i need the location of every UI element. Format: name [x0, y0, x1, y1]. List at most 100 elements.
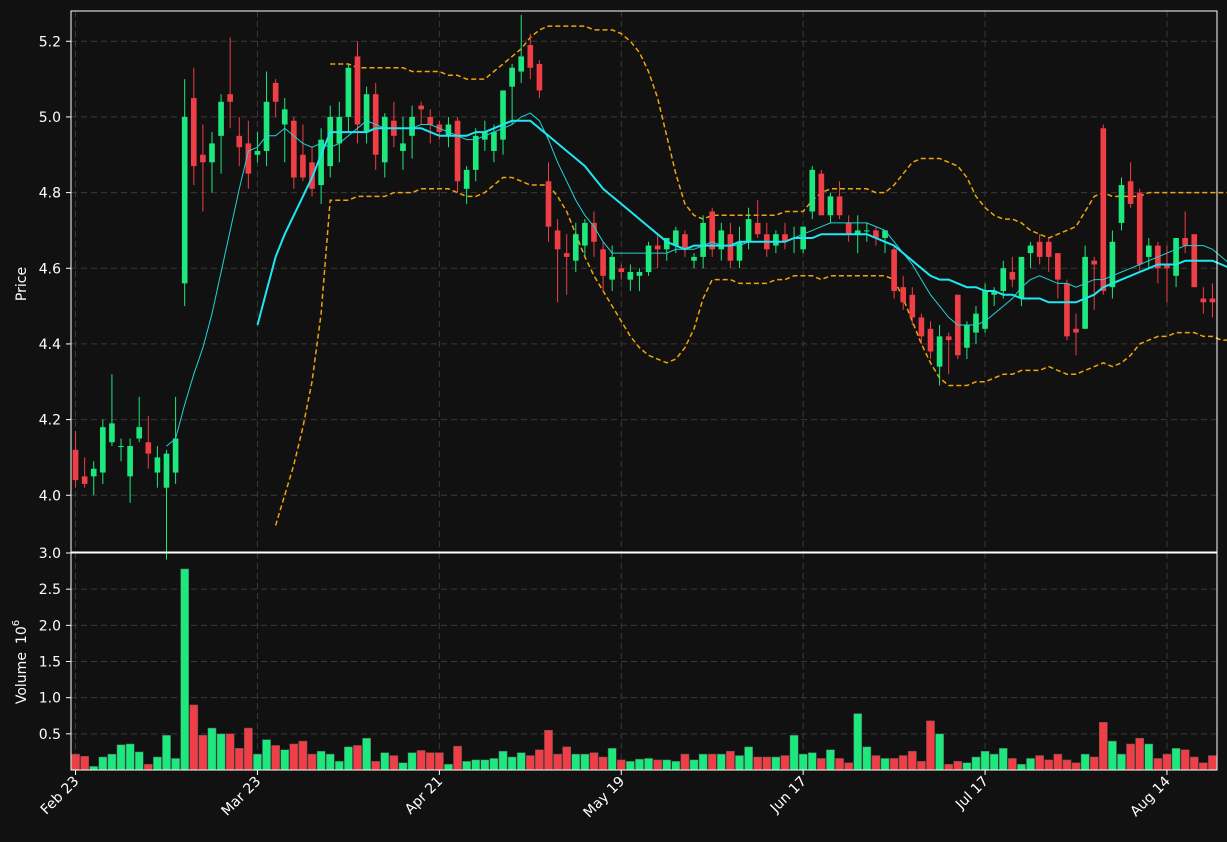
volume-bar — [1080, 753, 1090, 771]
candle-body — [554, 230, 561, 250]
candle-body — [964, 325, 970, 348]
candle-body — [745, 219, 752, 242]
volume-bar — [753, 756, 763, 771]
volume-bar — [1053, 753, 1063, 771]
volume-y-ticks: 0.5 1.0 1.5 2.0 2.5 3.0 — [39, 546, 71, 743]
volume-bar — [662, 759, 672, 771]
volume-bar — [953, 761, 963, 771]
volume-bar — [544, 729, 553, 771]
candle-body — [1000, 268, 1007, 291]
candle-body — [545, 181, 552, 227]
candle-body — [209, 143, 215, 163]
volume-bar — [262, 739, 271, 771]
volume-bar — [1208, 755, 1217, 771]
candle-body — [1118, 185, 1125, 223]
volume-bar — [535, 749, 544, 771]
volume-bar — [680, 753, 690, 771]
volume-bar — [998, 748, 1008, 771]
volume-bar — [598, 756, 608, 771]
volume-bar — [489, 758, 499, 771]
candle-body — [563, 253, 570, 257]
volume-bar — [498, 750, 508, 771]
candle-body — [445, 124, 452, 136]
volume-bar — [807, 752, 817, 771]
price-tick-label: 4.4 — [39, 337, 61, 353]
volume-bar — [516, 752, 526, 771]
slow-moving-average-line — [256, 119, 1227, 326]
candle-body — [818, 173, 825, 216]
candle-body — [673, 230, 679, 246]
volume-bar — [125, 743, 135, 771]
volume-bar — [143, 763, 153, 771]
volume-bar — [280, 749, 290, 771]
candle-body — [718, 230, 725, 250]
volume-bar — [607, 748, 617, 771]
candle-body — [154, 457, 161, 473]
volume-bar — [571, 753, 581, 771]
price-panel: 4.0 4.2 4.4 4.6 4.8 5.0 5.2 Price — [14, 10, 1227, 560]
candle-body — [1100, 128, 1107, 291]
volume-panel: 0.5 1.0 1.5 2.0 2.5 3.0 Volume 106 — [11, 546, 1218, 771]
candle-body — [627, 272, 634, 280]
candle-body — [609, 256, 615, 280]
volume-bar — [180, 568, 190, 771]
volume-bar — [698, 753, 708, 771]
volume-bar — [1180, 749, 1190, 771]
candle-body — [1009, 272, 1016, 280]
candle-body — [691, 256, 697, 261]
volume-bar — [644, 758, 653, 771]
volume-bar — [1071, 762, 1081, 771]
volume-bars — [71, 568, 1217, 771]
candle-body — [536, 63, 543, 91]
volume-bar — [1144, 743, 1154, 771]
candle-body — [163, 453, 170, 488]
volume-bar — [580, 753, 590, 771]
candle-body — [527, 45, 534, 68]
candle-body — [218, 101, 224, 136]
volume-bar — [762, 756, 772, 771]
candle-body — [336, 116, 343, 144]
volume-bar — [1162, 753, 1172, 771]
candle-body — [727, 234, 734, 261]
volume-bar — [735, 755, 744, 771]
volume-bar — [880, 758, 890, 771]
volume-bar — [107, 753, 117, 771]
volume-bar — [216, 733, 226, 771]
volume-bar — [244, 727, 253, 771]
volume-bar — [98, 756, 108, 771]
candle-body — [836, 196, 843, 216]
volume-axis-unit: 10 — [14, 626, 30, 644]
candle-body — [409, 116, 415, 136]
volume-bar — [826, 749, 835, 771]
candle-body — [491, 132, 497, 151]
candle-body — [827, 196, 834, 216]
volume-bar — [616, 759, 626, 771]
candle-body — [181, 116, 188, 284]
candle-body — [600, 249, 606, 276]
candle-body — [809, 169, 816, 212]
volume-bar — [771, 756, 781, 771]
volume-bar — [1044, 759, 1054, 771]
volume-bar — [962, 762, 972, 771]
volume-bar — [589, 752, 599, 771]
volume-bar — [1008, 758, 1017, 771]
volume-bar — [689, 759, 699, 771]
volume-bar — [398, 762, 408, 771]
volume-bar — [189, 704, 199, 771]
candle-body — [845, 222, 852, 235]
candle-body — [736, 241, 743, 261]
volume-bar — [626, 761, 635, 771]
candle-body — [882, 230, 888, 238]
volume-bar — [207, 727, 217, 771]
volume-bar — [435, 752, 444, 771]
volume-bar — [334, 761, 344, 771]
candle-body — [1036, 241, 1043, 257]
candle-body — [454, 120, 461, 182]
candle-body — [636, 272, 643, 276]
volume-bar — [416, 750, 426, 771]
price-tick-label: 4.2 — [39, 413, 61, 429]
candle-body — [381, 116, 388, 163]
candle-body — [663, 237, 670, 250]
volume-bar — [944, 763, 954, 771]
